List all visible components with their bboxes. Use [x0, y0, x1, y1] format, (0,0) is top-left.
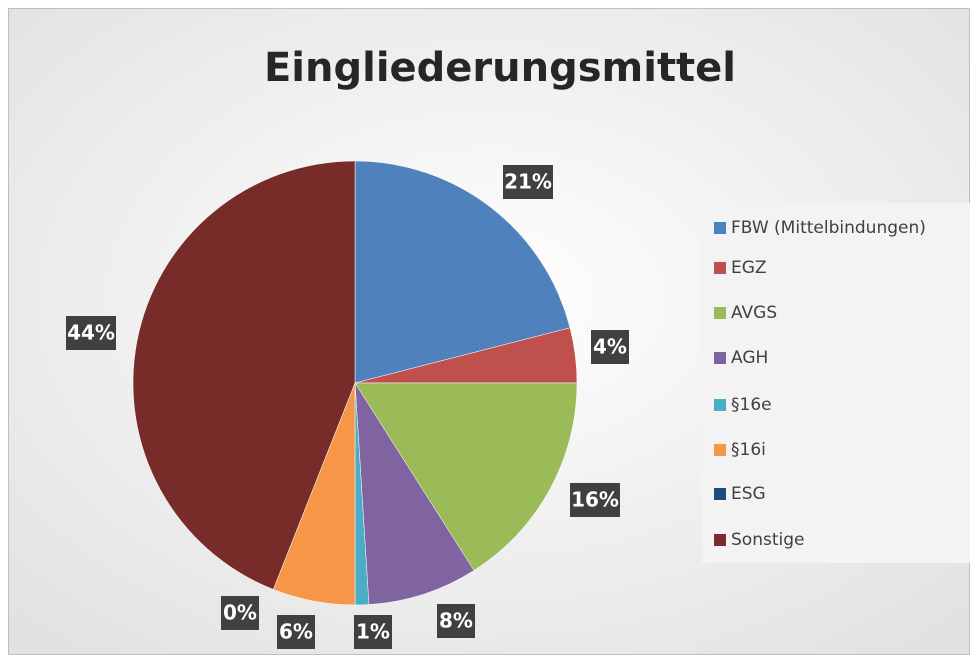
data-label: 1%: [356, 620, 390, 644]
data-label-box: [277, 615, 315, 649]
data-label: 21%: [504, 170, 552, 194]
legend-swatch: [714, 488, 726, 500]
legend-label: AVGS: [731, 303, 777, 323]
legend-label: FBW (Mittelbindungen): [731, 218, 926, 238]
data-label: 0%: [223, 601, 257, 625]
data-label-box: [591, 330, 629, 364]
data-label: 44%: [67, 321, 115, 345]
data-label: 8%: [439, 609, 473, 633]
data-label-box: [66, 316, 116, 350]
legend-swatch: [714, 444, 726, 456]
legend-label: §16i: [731, 440, 766, 460]
legend-box: [702, 203, 970, 563]
legend-swatch: [714, 534, 726, 546]
data-label-box: [503, 165, 553, 199]
data-label-box: [354, 615, 392, 649]
chart-title: Eingliederungsmittel: [264, 45, 736, 91]
data-label: 6%: [279, 620, 313, 644]
data-label-box: [570, 483, 620, 517]
legend-swatch: [714, 399, 726, 411]
legend-label: ESG: [731, 484, 766, 504]
data-label: 16%: [571, 488, 619, 512]
legend-swatch: [714, 352, 726, 364]
legend-label: AGH: [731, 348, 768, 368]
legend-swatch: [714, 222, 726, 234]
legend-label: EGZ: [731, 258, 767, 278]
legend-swatch: [714, 262, 726, 274]
data-label-box: [221, 596, 259, 630]
pie-slice: [354, 382, 578, 571]
pie-slice: [132, 160, 356, 590]
pie-slice: [354, 382, 475, 605]
data-label: 4%: [593, 335, 627, 359]
legend-label: Sonstige: [731, 530, 804, 550]
data-label-box: [437, 604, 475, 638]
pie-slice: [354, 160, 571, 384]
legend-swatch: [714, 307, 726, 319]
legend-label: §16e: [731, 395, 772, 415]
